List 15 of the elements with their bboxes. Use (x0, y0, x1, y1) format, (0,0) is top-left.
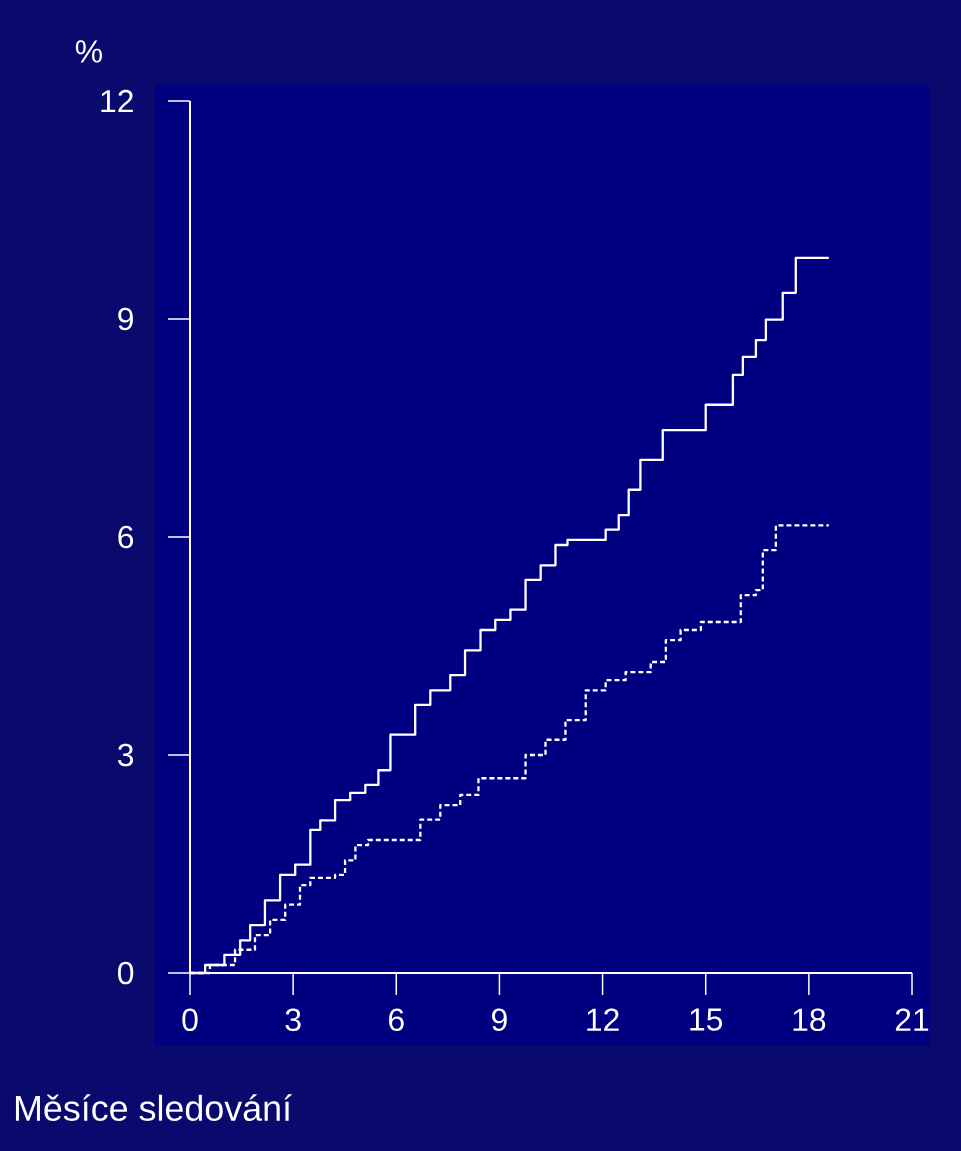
y-tick-label: 0 (118, 961, 134, 985)
x-tick-label: 0 (182, 1008, 198, 1032)
x-tick-label: 18 (793, 1008, 826, 1032)
y-axis-title: % (75, 40, 102, 63)
y-tick-label: 6 (118, 525, 134, 549)
y-tick-label: 9 (118, 307, 133, 331)
x-axis-title: Měsíce sledování (15, 1094, 292, 1121)
x-tick-label: 21 (895, 1008, 929, 1031)
x-tick-label: 15 (690, 1008, 723, 1031)
x-tick-label: 12 (587, 1008, 619, 1031)
x-tick-label: 6 (389, 1008, 404, 1032)
x-tick-label: 3 (285, 1008, 301, 1032)
y-tick-label: 12 (101, 89, 133, 113)
x-tick-label: 9 (492, 1008, 507, 1032)
y-tick-label: 3 (117, 743, 134, 767)
